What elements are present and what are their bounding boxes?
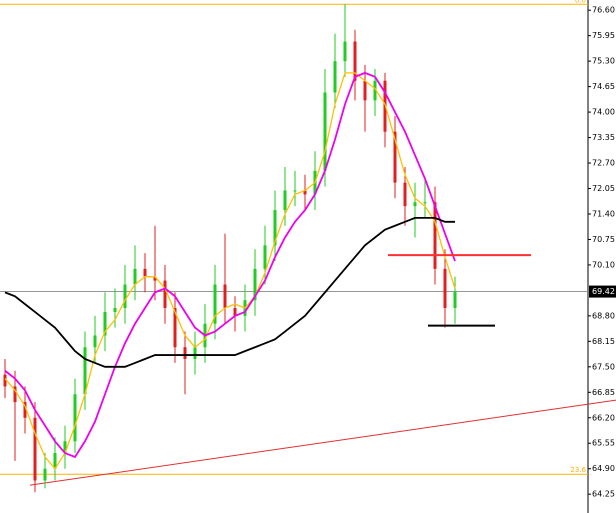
candle-body — [223, 284, 227, 309]
candle-body — [193, 347, 197, 359]
candle-body — [33, 417, 37, 481]
candle-body — [253, 268, 257, 301]
y-tick-label: 74.00 — [592, 108, 615, 117]
candle-body — [413, 202, 417, 207]
candle-body — [53, 453, 57, 469]
candle-body — [213, 284, 217, 324]
candle-body — [333, 61, 337, 93]
y-tick-label: 72.70 — [592, 159, 615, 168]
y-tick-label: 68.80 — [592, 311, 615, 320]
candle-body — [113, 308, 117, 312]
candle-body — [123, 284, 127, 309]
y-tick-label: 67.50 — [592, 362, 615, 371]
y-tick-label: 66.20 — [592, 413, 615, 422]
candle-body — [343, 41, 347, 62]
candle-body — [23, 402, 27, 418]
candle-body — [443, 268, 447, 309]
candle-body — [163, 280, 167, 309]
candle-body — [153, 276, 157, 281]
candle-body — [403, 182, 407, 207]
candle-body — [423, 202, 427, 204]
fib-label: 0.0 — [575, 0, 586, 4]
candle-body — [73, 394, 77, 442]
candle-body — [173, 308, 177, 348]
y-tick-label: 70.10 — [592, 260, 615, 269]
fib-label: 23.6 — [570, 466, 586, 474]
y-tick-label: 74.65 — [592, 82, 615, 91]
moving-average — [4, 72, 456, 470]
candle-body — [3, 374, 7, 387]
y-tick-label: 64.25 — [592, 490, 615, 499]
candle-body — [293, 190, 297, 192]
moving-average — [4, 71, 456, 459]
y-tick-label: 64.90 — [592, 464, 615, 473]
candle-body — [303, 190, 307, 195]
y-tick-label: 70.75 — [592, 235, 615, 244]
y-tick-label: 76.60 — [592, 6, 615, 15]
candle-body — [43, 468, 47, 481]
candle-body — [393, 131, 397, 183]
y-tick-label: 75.95 — [592, 31, 615, 40]
candle-body — [453, 291, 457, 309]
y-tick-label: 66.85 — [592, 388, 615, 397]
candle-body — [83, 347, 87, 395]
moving-average — [4, 216, 455, 368]
candle-body — [363, 80, 367, 101]
candle-body — [283, 190, 287, 211]
candle-body — [133, 268, 137, 285]
candle-body — [323, 92, 327, 171]
candle-body — [373, 80, 377, 101]
candle-body — [103, 311, 107, 336]
y-tick-label: 68.15 — [592, 337, 615, 346]
last-price-label: 69.42 — [592, 287, 615, 296]
candle-body — [63, 441, 67, 454]
y-tick-label: 71.40 — [592, 209, 615, 218]
y-tick-label: 65.55 — [592, 439, 615, 448]
y-tick-label: 75.30 — [592, 57, 615, 66]
candle-body — [93, 335, 97, 348]
trendline — [29, 399, 616, 486]
candle-body — [13, 386, 17, 403]
y-tick-label: 72.05 — [592, 184, 615, 193]
candle-body — [433, 202, 437, 269]
y-tick-label: 73.35 — [592, 133, 615, 142]
candle-body — [353, 41, 357, 81]
candle-body — [143, 268, 147, 277]
candle-body — [233, 308, 237, 316]
last-price-box — [589, 285, 616, 298]
candle-body — [263, 245, 267, 269]
candle-body — [183, 347, 187, 359]
candle-body — [273, 210, 277, 246]
